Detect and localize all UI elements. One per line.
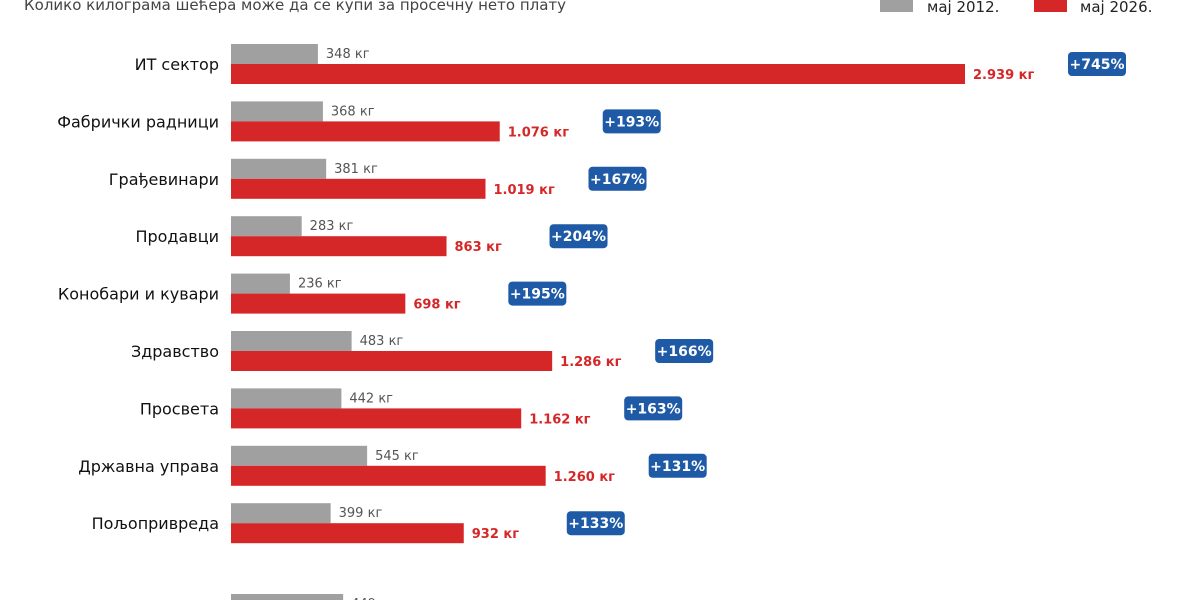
value-label-2026: 2.939 кг: [973, 68, 1034, 83]
value-label-2012: 545 кг: [375, 449, 419, 464]
value-label-2012-partial: 449: [351, 597, 376, 600]
value-label-2012: 442 кг: [349, 391, 393, 406]
change-badge: [566, 511, 625, 536]
change-badge: [1068, 52, 1126, 76]
value-label-2026: 932 кг: [472, 527, 519, 542]
change-badge: [624, 396, 683, 421]
category-label: ИТ сектор: [135, 55, 219, 74]
change-badge: [602, 109, 661, 134]
category-label: Фабрички радници: [57, 112, 219, 131]
category-label: Државна управа: [78, 457, 219, 476]
legend-swatch-2012: [880, 0, 913, 12]
bar-2026: [231, 523, 464, 544]
change-badge-label: +195%: [510, 287, 565, 303]
bar-2026: [231, 293, 406, 314]
category-label: Просвета: [140, 399, 219, 418]
bar-2012: [231, 273, 290, 294]
value-label-2026: 863 кг: [455, 240, 502, 255]
value-label-2012: 368 кг: [331, 104, 375, 119]
value-label-2026: 1.260 кг: [554, 470, 615, 485]
change-badge: [655, 339, 714, 363]
value-label-2026: 1.162 кг: [529, 412, 590, 427]
change-badge: [648, 453, 707, 478]
bar-2026: [231, 465, 546, 486]
change-badge-label: +745%: [1070, 57, 1125, 73]
legend-label-2026: мај 2026.: [1080, 0, 1152, 16]
bar-2012: [231, 158, 327, 179]
category-label: Конобари и кувари: [58, 285, 219, 304]
bar-groups: ИТ сектор 348 кг 2.939 кг +745% Фабрички рад…: [57, 44, 1126, 600]
bar-2012: [231, 503, 331, 524]
bar-2026: [231, 236, 447, 257]
bar-2012: [231, 44, 318, 64]
value-label-2012: 236 кг: [298, 277, 342, 292]
legend-swatch-2026: [1034, 0, 1067, 12]
category-label: Продавци: [135, 227, 219, 246]
category-label: Грађевинари: [109, 170, 219, 189]
category-label: Здравство: [131, 342, 219, 361]
bar-2026: [231, 408, 522, 429]
bar-2012: [231, 101, 323, 122]
change-badge-label: +131%: [650, 459, 705, 475]
bar-2026: [231, 351, 553, 371]
category-label: Пољопривреда: [92, 514, 219, 533]
value-label-2012: 399 кг: [339, 506, 383, 521]
value-label-2012: 483 кг: [360, 334, 404, 349]
change-badge: [549, 224, 608, 249]
bar-2026: [231, 121, 500, 142]
bar-2012: [231, 216, 302, 237]
change-badge: [508, 281, 567, 306]
change-badge-label: +167%: [590, 172, 645, 188]
value-label-2012: 283 кг: [310, 219, 354, 234]
value-label-2026: 1.286 кг: [560, 355, 621, 370]
value-label-2012: 348 кг: [326, 47, 370, 62]
change-badge-label: +193%: [604, 114, 659, 130]
value-label-2026: 1.019 кг: [493, 183, 554, 198]
value-label-2026: 698 кг: [413, 298, 460, 313]
change-badge: [588, 166, 647, 191]
change-badge-label: +163%: [626, 401, 681, 417]
value-label-2012: 381 кг: [334, 162, 378, 177]
chart-subtitle: Колико килограма шећера може да се купи …: [24, 0, 566, 14]
bar-2012-partial: [231, 594, 344, 600]
legend-label-2012: мај 2012.: [927, 0, 999, 16]
bar-2012: [231, 388, 342, 409]
bar-2026: [231, 64, 965, 84]
bar-2012: [231, 331, 352, 351]
bar-2012: [231, 445, 368, 466]
value-label-2026: 1.076 кг: [508, 125, 569, 140]
bar-2026: [231, 178, 486, 199]
change-badge-label: +166%: [657, 344, 712, 360]
legend: мај 2012. мај 2026.: [880, 0, 1152, 16]
change-badge-label: +133%: [568, 516, 623, 532]
change-badge-label: +204%: [551, 229, 606, 245]
